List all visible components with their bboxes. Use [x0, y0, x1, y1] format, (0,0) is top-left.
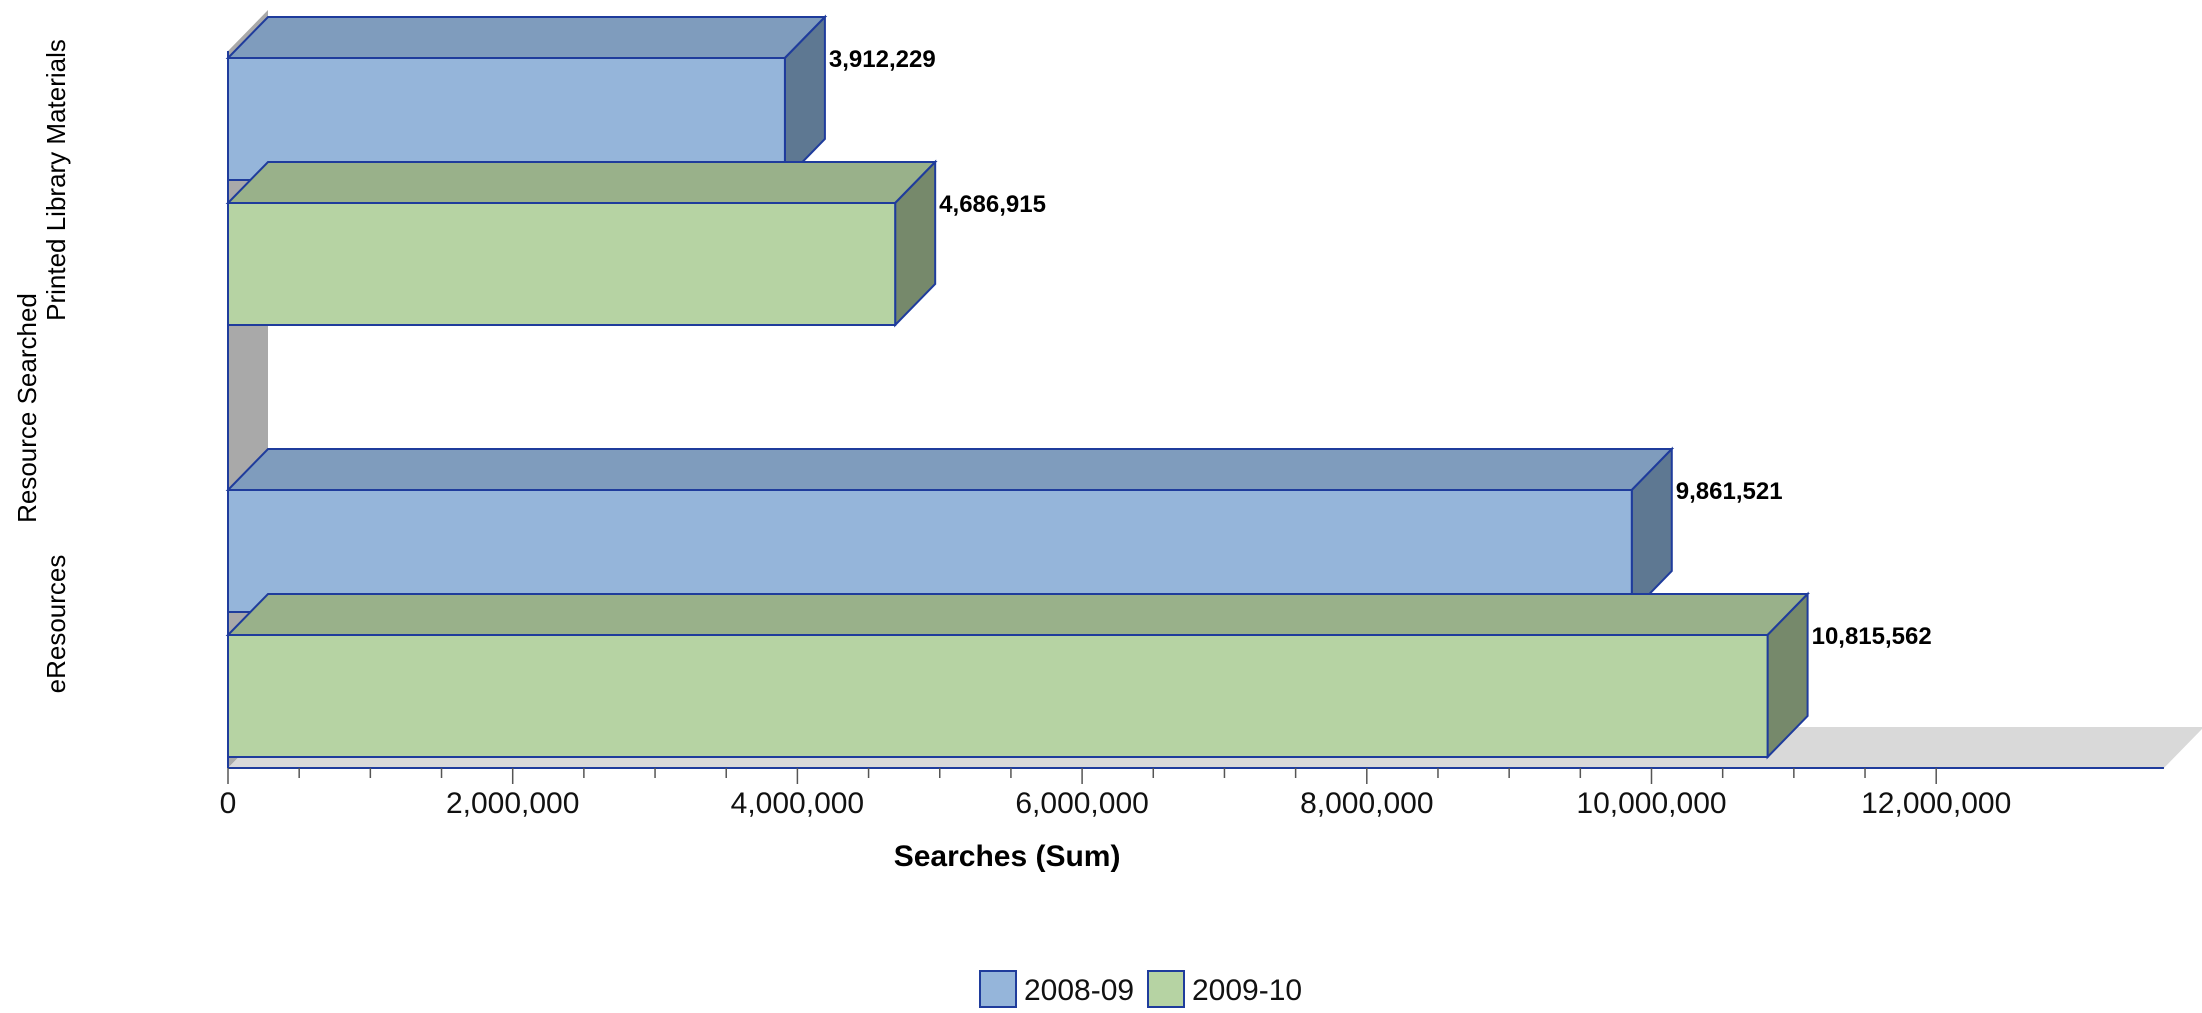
x-tick-label: 6,000,000: [1015, 787, 1148, 820]
bar-top-face: [225, 593, 1810, 636]
bar-0-1: [225, 446, 1675, 615]
legend-swatch: [979, 970, 1017, 1008]
bar-top-face: [225, 16, 828, 59]
y-axis-title: Resource Searched: [12, 293, 42, 523]
category-label: eResources: [41, 555, 71, 694]
x-tick-label: 12,000,000: [1861, 787, 2011, 820]
bar-value-label: 4,686,915: [939, 191, 1046, 218]
x-axis: 0 2,000,000 4,000,000 6,000,000 8,000,000 10,…: [220, 51, 2164, 820]
bar-1-1: [225, 591, 1810, 760]
x-tick-label: 2,000,000: [446, 787, 579, 820]
legend: 2008-09 2009-10: [979, 970, 1302, 1008]
legend-label: 2009-10: [1192, 974, 1302, 1007]
x-axis-title: Searches (Sum): [894, 840, 1121, 873]
bar-value-label: 3,912,229: [829, 46, 936, 73]
x-tick-label: 8,000,000: [1300, 787, 1433, 820]
chart-bars: [225, 14, 1810, 760]
x-tick-label: 0: [220, 787, 237, 820]
bar-value-label: 9,861,521: [1676, 478, 1783, 505]
x-tick-label: 4,000,000: [731, 787, 864, 820]
bar-0-0: [225, 14, 828, 183]
legend-item: 2009-10: [1147, 970, 1302, 1008]
bar-front-face: [227, 202, 897, 326]
legend-label: 2008-09: [1024, 974, 1134, 1007]
bar-front-face: [227, 634, 1769, 758]
bar-top-face: [225, 448, 1675, 491]
bar-front-face: [227, 489, 1633, 613]
bar-value-label: 10,815,562: [1812, 623, 1932, 650]
legend-item: 2008-09: [979, 970, 1134, 1008]
bar-1-0: [225, 159, 938, 328]
x-tick-label: 10,000,000: [1576, 787, 1726, 820]
chart-labels: 3,912,229 4,686,915 9,861,521 10,815,562 Sea…: [12, 39, 1932, 873]
bar-top-face: [225, 161, 938, 204]
legend-swatch: [1147, 970, 1185, 1008]
category-label: Printed Library Materials: [41, 39, 71, 321]
